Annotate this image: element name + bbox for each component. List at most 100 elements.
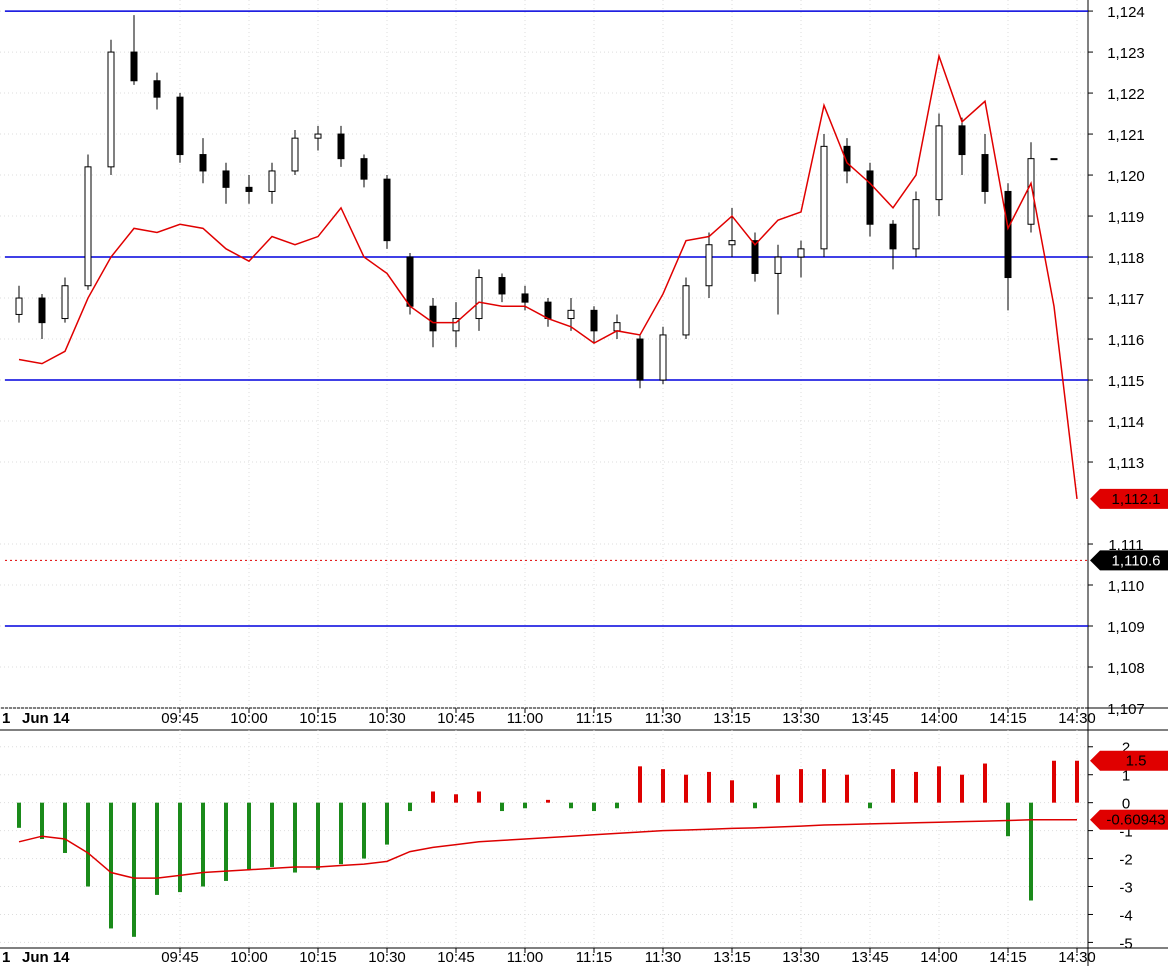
y-tick-label: 1,121 xyxy=(1107,127,1145,144)
price-tag-label: 1.5 xyxy=(1126,753,1147,770)
candle-body xyxy=(199,154,207,172)
candle-body xyxy=(38,297,46,324)
y-tick-label: 1,114 xyxy=(1108,414,1144,431)
x-tick-label: 11:30 xyxy=(645,949,681,966)
x-tick-label: 10:30 xyxy=(368,949,406,966)
y-tick-label: 1,108 xyxy=(1107,660,1145,677)
candle-body xyxy=(751,240,759,274)
histogram-bar xyxy=(362,802,366,859)
candle-body xyxy=(130,51,138,82)
histogram-bar xyxy=(224,802,228,881)
price-tag xyxy=(1090,488,1168,509)
date-label: Jun 14 xyxy=(22,949,70,966)
x-tick-label: 10:45 xyxy=(437,710,475,727)
histogram-bar xyxy=(937,766,941,803)
y-tick-label: 1,117 xyxy=(1108,291,1144,308)
histogram-bar xyxy=(845,774,849,803)
candle-body xyxy=(843,145,851,172)
candle-body xyxy=(61,285,69,320)
histogram-bar xyxy=(891,769,895,803)
histogram-bar xyxy=(707,771,711,803)
histogram-bar xyxy=(776,774,780,803)
y-tick-label: 1,110 xyxy=(1108,578,1144,595)
x-tick-label: 13:45 xyxy=(851,949,889,966)
histogram-bar xyxy=(500,802,504,812)
y-tick-label: 1,119 xyxy=(1108,209,1144,226)
histogram-bar xyxy=(293,802,297,873)
candle-body xyxy=(544,301,552,320)
x-tick-label: 11:30 xyxy=(645,710,681,727)
candle-body xyxy=(820,145,828,250)
histogram-bar xyxy=(316,802,320,870)
y-tick-label: 1,115 xyxy=(1108,373,1144,390)
y-tick-label: 1,116 xyxy=(1108,332,1144,349)
histogram-bar xyxy=(638,766,642,803)
candle-body xyxy=(728,240,736,246)
x-tick-label: 14:15 xyxy=(989,949,1027,966)
histogram-bar xyxy=(132,802,136,937)
histogram-bar xyxy=(730,780,734,803)
y-tick-label: -4 xyxy=(1119,907,1132,924)
candle-body xyxy=(567,309,575,320)
histogram-bar xyxy=(615,802,619,809)
x-tick-label: 13:30 xyxy=(782,710,820,727)
histogram-bar xyxy=(477,791,481,803)
date-label: Jun 14 xyxy=(22,710,70,727)
x-tick-label: 10:15 xyxy=(299,710,337,727)
x-tick-label: 10:45 xyxy=(437,949,475,966)
candle-body xyxy=(705,244,713,287)
x-tick-label: 14:15 xyxy=(989,710,1027,727)
y-tick-label: 1,111 xyxy=(1108,537,1143,554)
candle-body xyxy=(291,137,299,172)
y-tick-label: 1,120 xyxy=(1107,168,1145,185)
candle-body xyxy=(360,158,368,180)
histogram-bar xyxy=(661,769,665,803)
x-tick-label: 09:45 xyxy=(161,710,199,727)
candle-body xyxy=(406,256,414,307)
candle-body xyxy=(613,322,621,332)
x-tick-label: 14:30 xyxy=(1058,710,1096,727)
x-tick-label: 14:30 xyxy=(1058,949,1096,966)
histogram-bar xyxy=(592,802,596,812)
y-tick-label: 1,122 xyxy=(1107,86,1145,103)
y-tick-label: -3 xyxy=(1119,879,1132,896)
x-tick-label: 10:00 xyxy=(230,949,268,966)
candle-body xyxy=(797,248,805,258)
candle-body xyxy=(682,285,690,336)
x-tick-label: 10:15 xyxy=(299,949,337,966)
histogram-bar xyxy=(155,802,159,895)
candle-body xyxy=(268,170,276,192)
candle-body xyxy=(889,223,897,250)
x-tick-label: 11:15 xyxy=(576,949,612,966)
x-tick-label: 13:15 xyxy=(713,949,751,966)
candle-body xyxy=(383,178,391,242)
y-tick-label: 1,123 xyxy=(1107,45,1145,62)
x-left-label: 1 xyxy=(2,949,10,966)
y-tick-label: 1 xyxy=(1122,768,1130,785)
candle-body xyxy=(935,125,943,201)
y-tick-label: -5 xyxy=(1119,935,1132,952)
candle-body xyxy=(176,96,184,156)
histogram-bar xyxy=(983,763,987,803)
histogram-bar xyxy=(753,802,757,809)
x-tick-label: 10:30 xyxy=(368,710,406,727)
price-tag xyxy=(1090,550,1168,571)
histogram-bar xyxy=(86,802,90,887)
x-tick-label: 11:00 xyxy=(507,949,543,966)
histogram-bar xyxy=(17,802,21,828)
x-tick-label: 10:00 xyxy=(230,710,268,727)
overlay-line xyxy=(18,818,1077,879)
histogram-bar xyxy=(408,802,412,812)
histogram-bar xyxy=(385,802,389,845)
candle-body xyxy=(958,125,966,156)
histogram-bar xyxy=(201,802,205,887)
y-tick-label: 0 xyxy=(1122,796,1130,813)
price-tag xyxy=(1090,809,1168,830)
y-tick-label: -2 xyxy=(1119,852,1132,869)
histogram-bar xyxy=(546,799,550,803)
histogram-bar xyxy=(178,802,182,893)
x-tick-label: 14:00 xyxy=(920,710,958,727)
histogram-bar xyxy=(247,802,251,870)
histogram-bar xyxy=(454,794,458,803)
